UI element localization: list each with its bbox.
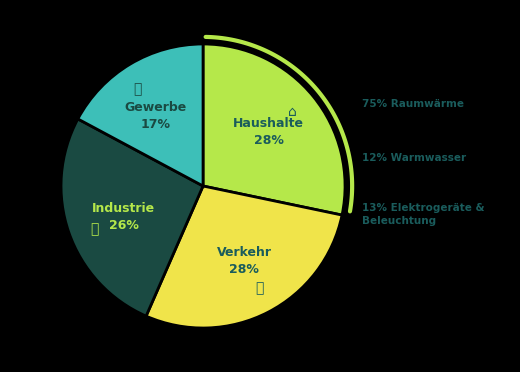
Wedge shape (146, 186, 342, 328)
Text: 75% Raumwärme: 75% Raumwärme (362, 99, 464, 109)
Text: Verkehr
28%: Verkehr 28% (217, 246, 271, 276)
Wedge shape (203, 44, 345, 215)
Text: 🛒: 🛒 (134, 83, 142, 97)
Text: Industrie
26%: Industrie 26% (92, 202, 155, 232)
Text: Haushalte
28%: Haushalte 28% (233, 117, 304, 147)
Text: 🚛: 🚛 (255, 281, 263, 295)
Text: 🏭: 🏭 (90, 222, 99, 236)
Text: 12% Warmwasser: 12% Warmwasser (362, 153, 466, 163)
Text: Gewerbe
17%: Gewerbe 17% (124, 100, 186, 131)
Wedge shape (78, 44, 203, 186)
Text: ⌂: ⌂ (289, 105, 297, 119)
Text: 13% Elektrogeräte &
Beleuchtung: 13% Elektrogeräte & Beleuchtung (362, 203, 485, 225)
Wedge shape (61, 119, 203, 316)
